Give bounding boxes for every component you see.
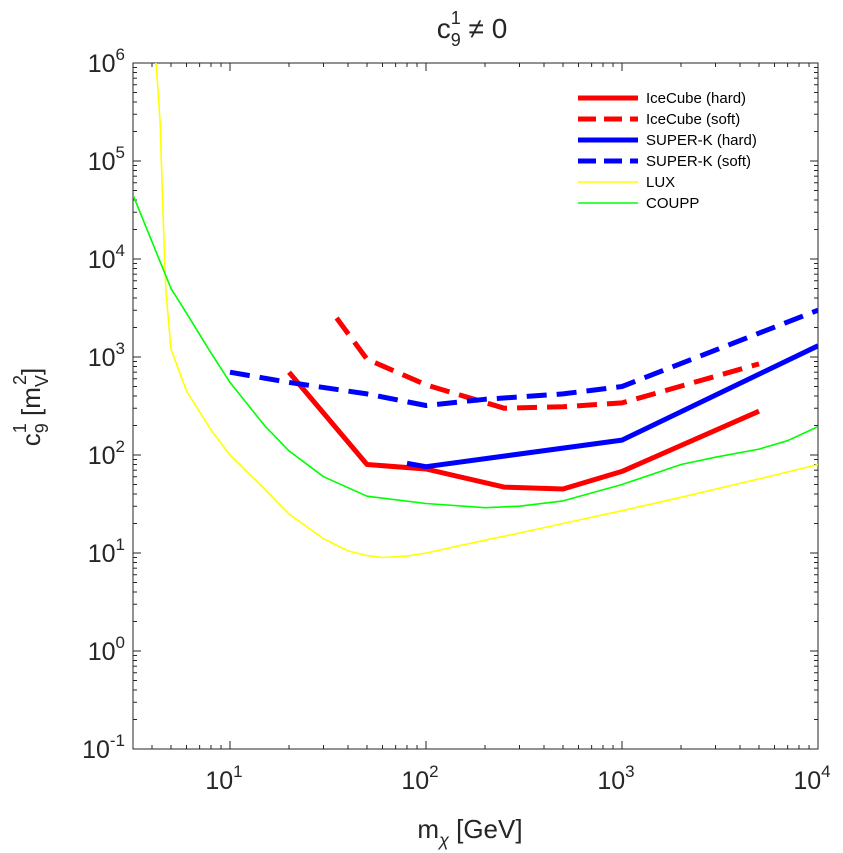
y-tick-exp: 3 — [116, 339, 125, 358]
x-tick-base: 10 — [401, 767, 429, 795]
y-tick-label: 102 — [88, 437, 125, 470]
ylabel-sub2: V — [32, 375, 52, 387]
x-tick-label: 102 — [401, 762, 438, 795]
legend-label: IceCube (hard) — [646, 90, 746, 107]
plot-area: 101 102 103 10410-1100101102103104105106Ice… — [82, 45, 831, 795]
xlabel-tail: [GeV] — [449, 814, 523, 844]
x-tick-base: 10 — [793, 767, 821, 795]
y-tick-base: 10 — [82, 736, 110, 764]
ylabel-tail: ] — [16, 368, 46, 375]
y-tick-label: 101 — [88, 535, 125, 568]
y-tick-base: 10 — [88, 148, 116, 176]
series-line-icecube-soft — [334, 316, 760, 411]
x-tick-exp: 4 — [821, 762, 830, 781]
chart-title: c91 ≠ 0 — [437, 8, 508, 50]
y-tick-label: 103 — [88, 339, 125, 372]
xlabel-sub: χ — [437, 830, 450, 850]
series-line-icecube-hard — [287, 370, 761, 492]
series-line-super-k-soft — [229, 307, 818, 408]
ylabel-mid: [m — [16, 387, 46, 423]
ylabel-main: c — [16, 433, 46, 446]
y-tick-exp: 1 — [116, 535, 125, 554]
y-tick-base: 10 — [88, 540, 116, 568]
ylabel-sub: 9 — [32, 423, 52, 433]
ylabel-sup2: 2 — [10, 375, 30, 385]
y-axis-label: c91 [mV2] — [10, 368, 52, 446]
y-tick-base: 10 — [88, 246, 116, 274]
y-tick-exp: 4 — [116, 241, 125, 260]
y-tick-base: 10 — [88, 442, 116, 470]
title-main: c — [437, 13, 451, 44]
y-tick-exp: 5 — [116, 143, 125, 162]
legend-label: IceCube (soft) — [646, 111, 740, 128]
y-tick-base: 10 — [88, 344, 116, 372]
series-group — [133, 63, 818, 559]
xlabel-main: m — [417, 814, 439, 844]
y-tick-base: 10 — [88, 50, 116, 78]
ylabel-sup: 1 — [10, 423, 30, 433]
y-tick-label: 100 — [88, 633, 125, 666]
legend-label: COUPP — [646, 195, 699, 212]
x-tick-exp: 3 — [625, 762, 634, 781]
x-tick-exp: 1 — [233, 762, 242, 781]
title-tail: ≠ 0 — [461, 13, 508, 44]
legend-label: SUPER-K (soft) — [646, 153, 751, 170]
x-tick-base: 10 — [205, 767, 233, 795]
series-line-super-k-hard — [406, 343, 818, 470]
x-tick-exp: 2 — [429, 762, 438, 781]
legend-label: SUPER-K (hard) — [646, 132, 757, 149]
y-tick-exp: 0 — [116, 633, 125, 652]
plot-frame — [132, 62, 819, 750]
y-tick-base: 10 — [88, 638, 116, 666]
y-tick-label: 10-1 — [82, 731, 125, 764]
y-tick-label: 105 — [88, 143, 125, 176]
y-tick-label: 106 — [88, 45, 125, 78]
y-tick-exp: 2 — [116, 437, 125, 456]
x-tick-label: 101 — [205, 762, 242, 795]
x-tick-label: 104 — [793, 762, 830, 795]
x-axis-label: mχ [GeV] — [417, 814, 522, 850]
y-tick-label: 104 — [88, 241, 125, 274]
x-tick-label: 103 — [597, 762, 634, 795]
legend-label: LUX — [646, 174, 675, 191]
series-line-lux — [155, 63, 818, 559]
series-line-coupp — [133, 194, 818, 509]
title-sup: 1 — [451, 8, 461, 28]
y-tick-exp: 6 — [116, 45, 125, 64]
title-sub: 9 — [451, 30, 461, 50]
y-tick-exp: -1 — [110, 731, 125, 750]
x-tick-base: 10 — [597, 767, 625, 795]
